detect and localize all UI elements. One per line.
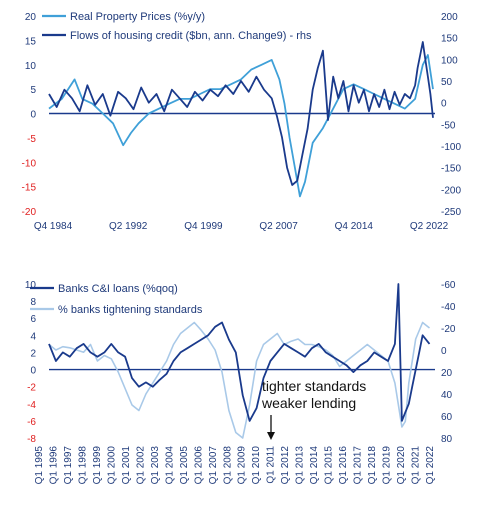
- loans-x-tick-label: Q1 2004: [164, 446, 175, 485]
- housing-series-line-1: [48, 54, 434, 198]
- housing-left-tick-label: -20: [22, 207, 37, 218]
- loans-left-tick-label: -4: [27, 400, 36, 411]
- loans-x-tick-label: Q1 2010: [251, 446, 262, 485]
- loans-x-tick-label: Q1 2014: [309, 446, 320, 485]
- housing-right-tick-label: 50: [441, 77, 453, 88]
- housing-x-tick-label: Q4 2014: [335, 221, 374, 232]
- loans-x-tick-label: Q1 2013: [295, 446, 306, 485]
- loans-x-tick-label: Q1 2009: [237, 446, 248, 485]
- loans-right-tick-label: -20: [441, 324, 456, 335]
- housing-right-tick-label: -50: [441, 120, 456, 131]
- loans-x-tick-label: Q1 2015: [324, 446, 335, 485]
- loans-right-tick-label: 0: [441, 346, 447, 357]
- housing-left-tick-label: -15: [22, 183, 37, 194]
- loans-x-tick-label: Q1 2006: [193, 446, 204, 485]
- loans-x-tick-label: Q1 2007: [208, 446, 219, 485]
- loans-x-tick-label: Q1 2011: [266, 446, 277, 484]
- housing-x-tick-label: Q2 2022: [410, 221, 449, 232]
- loans-x-tick-label: Q1 2021: [411, 446, 422, 485]
- loans-x-tick-label: Q1 2016: [338, 446, 349, 485]
- housing-right-tick-label: 150: [441, 34, 458, 45]
- loans-x-tick-label: Q1 2012: [280, 446, 291, 485]
- housing-x-tick-label: Q2 2007: [259, 221, 298, 232]
- loans-series-line-1: [48, 283, 431, 422]
- loans-right-tick-label: 80: [441, 434, 453, 445]
- loans-left-tick-label: 6: [30, 314, 36, 325]
- loans-x-tick-label: Q1 2001: [121, 446, 132, 485]
- housing-x-tick-label: Q2 1992: [109, 221, 148, 232]
- housing-left-tick-label: 15: [25, 36, 37, 47]
- loans-left-tick-label: -2: [27, 383, 36, 394]
- loans-right-tick-label: 20: [441, 368, 453, 379]
- housing-right-tick-label: 100: [441, 55, 458, 66]
- loans-x-tick-label: Q1 1997: [63, 446, 74, 485]
- loans-series-line-2: [48, 321, 430, 439]
- loans-x-tick-label: Q1 1999: [92, 446, 103, 485]
- housing-right-tick-label: -250: [441, 207, 461, 218]
- loans-x-tick-label: Q1 1998: [77, 446, 88, 485]
- loans-right-tick-label: 60: [441, 412, 453, 423]
- loans-annotation-text: weaker lending: [261, 395, 356, 411]
- loans-x-tick-label: Q1 1996: [49, 446, 60, 485]
- loans-x-tick-label: Q1 2003: [150, 446, 161, 485]
- housing-left-tick-label: -5: [27, 134, 36, 145]
- loans-right-tick-label: 40: [441, 390, 453, 401]
- loans-left-tick-label: 0: [30, 366, 36, 377]
- loans-x-tick-label: Q1 2005: [179, 446, 190, 485]
- housing-left-tick-label: 20: [25, 12, 37, 23]
- housing-right-tick-label: -150: [441, 164, 461, 175]
- housing-right-tick-label: -200: [441, 185, 461, 196]
- housing-left-tick-label: 5: [30, 85, 36, 96]
- loans-left-tick-label: 10: [25, 280, 37, 291]
- loans-right-tick-label: -60: [441, 280, 456, 291]
- loans-left-tick-label: -8: [27, 434, 36, 445]
- housing-x-tick-label: Q4 1999: [184, 221, 223, 232]
- loans-x-tick-label: Q1 2002: [135, 446, 146, 485]
- loans-legend-label-2: % banks tightening standards: [58, 304, 203, 316]
- loans-x-tick-label: Q1 2017: [353, 446, 364, 485]
- housing-right-tick-label: 200: [441, 12, 458, 23]
- loans-x-tick-label: Q1 1995: [34, 446, 45, 485]
- housing-left-tick-label: -10: [22, 158, 37, 169]
- loans-left-tick-label: 8: [30, 297, 36, 308]
- loans-annotation-text: tighter standards: [262, 378, 366, 394]
- loans-legend-label-1: Banks C&I loans (%qoq): [58, 283, 178, 295]
- loans-x-tick-label: Q1 2022: [425, 446, 436, 485]
- loans-x-tick-label: Q1 2019: [382, 446, 393, 485]
- housing-series-line-2: [48, 41, 434, 186]
- housing-legend-label-2: Flows of housing credit ($bn, ann. Chang…: [70, 30, 312, 42]
- loans-right-tick-label: -40: [441, 302, 456, 313]
- loans-left-tick-label: 2: [30, 348, 36, 359]
- loans-x-tick-label: Q1 2008: [222, 446, 233, 485]
- loans-annotation-arrow-head: [267, 432, 275, 440]
- loans-left-tick-label: 4: [30, 331, 36, 342]
- loans-x-tick-label: Q1 2020: [396, 446, 407, 485]
- housing-left-tick-label: 0: [30, 110, 36, 121]
- loans-x-tick-label: Q1 2000: [106, 446, 117, 485]
- housing-left-tick-label: 10: [25, 61, 37, 72]
- housing-x-tick-label: Q4 1984: [34, 221, 73, 232]
- loans-left-tick-label: -6: [27, 417, 36, 428]
- housing-legend-label-1: Real Property Prices (%y/y): [70, 11, 205, 23]
- loans-x-tick-label: Q1 2018: [367, 446, 378, 485]
- housing-right-tick-label: 0: [441, 99, 447, 110]
- housing-right-tick-label: -100: [441, 142, 461, 153]
